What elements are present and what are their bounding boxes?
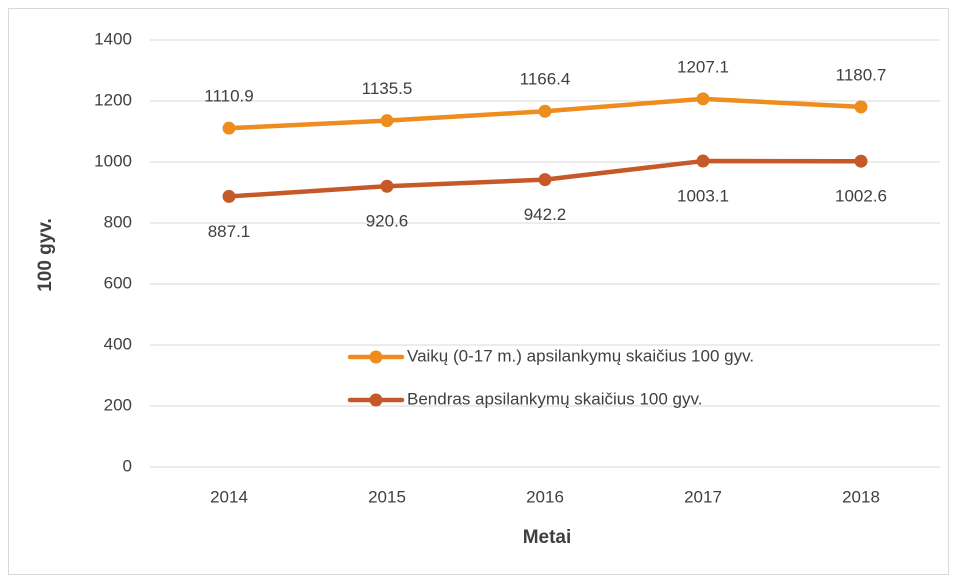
legend-label: Bendras apsilankymų skaičius 100 gyv. <box>407 389 702 408</box>
x-tick-label: 2018 <box>842 487 880 506</box>
data-label: 1002.6 <box>835 187 887 206</box>
data-label: 1180.7 <box>836 65 887 84</box>
x-tick-label: 2017 <box>684 487 722 506</box>
data-label: 1166.4 <box>520 70 571 89</box>
point-marker <box>222 189 236 203</box>
y-tick-label: 800 <box>104 212 132 231</box>
legend-marker <box>369 350 383 364</box>
x-tick-label: 2016 <box>526 487 564 506</box>
point-marker <box>696 92 710 106</box>
chart-border <box>8 8 949 575</box>
x-tick-label: 2015 <box>368 487 406 506</box>
data-label: 887.1 <box>208 222 251 241</box>
point-marker <box>696 154 710 168</box>
point-marker <box>854 100 868 114</box>
x-axis-title: Metai <box>523 527 572 548</box>
y-tick-label: 0 <box>123 456 132 475</box>
data-label: 1135.5 <box>362 79 413 98</box>
point-marker <box>538 173 552 187</box>
data-label: 942.2 <box>524 205 567 224</box>
data-label: 1110.9 <box>204 87 253 106</box>
data-label: 1003.1 <box>677 187 729 206</box>
y-tick-label: 400 <box>104 334 132 353</box>
y-axis-title: 100 gyv. <box>35 218 56 292</box>
data-label: 1207.1 <box>677 57 729 76</box>
legend-marker <box>369 393 383 407</box>
y-tick-label: 1000 <box>94 151 132 170</box>
point-marker <box>854 154 868 168</box>
point-marker <box>380 114 394 128</box>
point-marker <box>222 121 236 135</box>
y-tick-label: 1200 <box>94 90 132 109</box>
y-tick-label: 600 <box>104 273 132 292</box>
point-marker <box>380 179 394 193</box>
y-tick-label: 1400 <box>94 29 132 48</box>
legend-label: Vaikų (0-17 m.) apsilankymų skaičius 100… <box>407 346 754 365</box>
point-marker <box>538 104 552 118</box>
x-tick-label: 2014 <box>210 487 248 506</box>
y-tick-label: 200 <box>104 395 132 414</box>
data-label: 920.6 <box>366 212 409 231</box>
